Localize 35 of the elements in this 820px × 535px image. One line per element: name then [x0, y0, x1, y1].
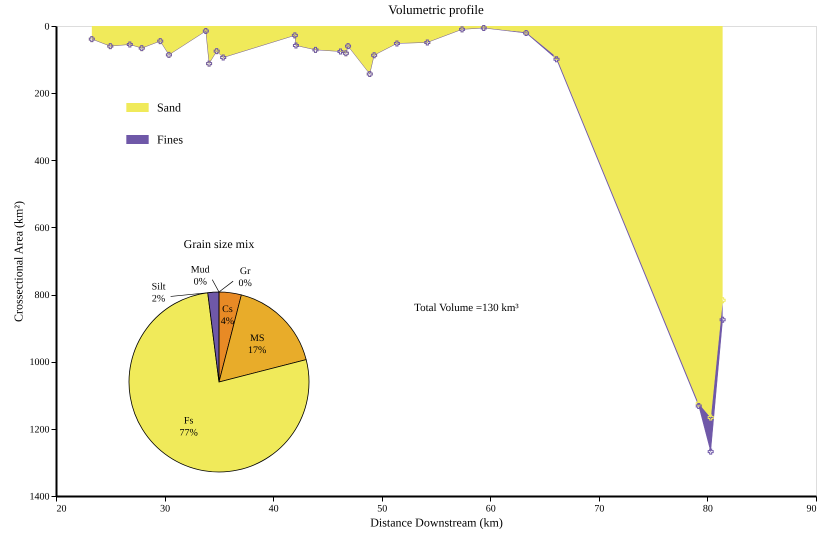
annotation: Total Volume =130 km³ [414, 302, 520, 314]
slice-label: MS [250, 332, 264, 344]
data-label: 17% [248, 344, 266, 356]
chart-title: Volumetric profile [388, 2, 484, 17]
y-tick-label: 600 [34, 222, 50, 234]
x-tick-label: 80 [702, 504, 713, 514]
chart-title: Grain size mix [184, 237, 254, 251]
y-tick-label: 400 [34, 156, 50, 167]
category-label: Mud [190, 264, 210, 276]
x-tick-label: 70 [594, 504, 604, 514]
legend-label: Fines [157, 132, 184, 146]
y-tick-label: 1200 [30, 424, 50, 436]
y-tick-label: 1000 [30, 357, 50, 368]
legend-label: Sand [157, 100, 181, 114]
y-tick-label: 200 [34, 88, 50, 100]
data-label: 4% [220, 316, 234, 328]
y-tick-label: 0 [44, 22, 50, 32]
text: 0% [238, 278, 252, 290]
y-tick-label: 1400 [30, 492, 50, 502]
slice-label: Cs [222, 304, 233, 316]
data-label: 77% [179, 428, 198, 439]
data-label: 2% [152, 293, 166, 304]
slice-label: Silt [152, 281, 166, 292]
y-tick-label: 800 [34, 290, 50, 302]
x-tick-label: 60 [486, 504, 496, 514]
text: 0% [194, 276, 207, 288]
x-axis-title: Distance Downstream (km) [370, 516, 503, 530]
slice-label: Fs [184, 416, 194, 427]
x-tick-label: 20 [56, 504, 66, 514]
x-tick-label: 50 [377, 504, 388, 514]
x-tick-label: 40 [268, 504, 279, 514]
x-tick-label: 90 [806, 504, 816, 514]
category-label: Gr [240, 266, 250, 278]
y-axis-title: Crossectional Area (km²) [12, 201, 26, 322]
x-tick-label: 30 [160, 504, 170, 514]
